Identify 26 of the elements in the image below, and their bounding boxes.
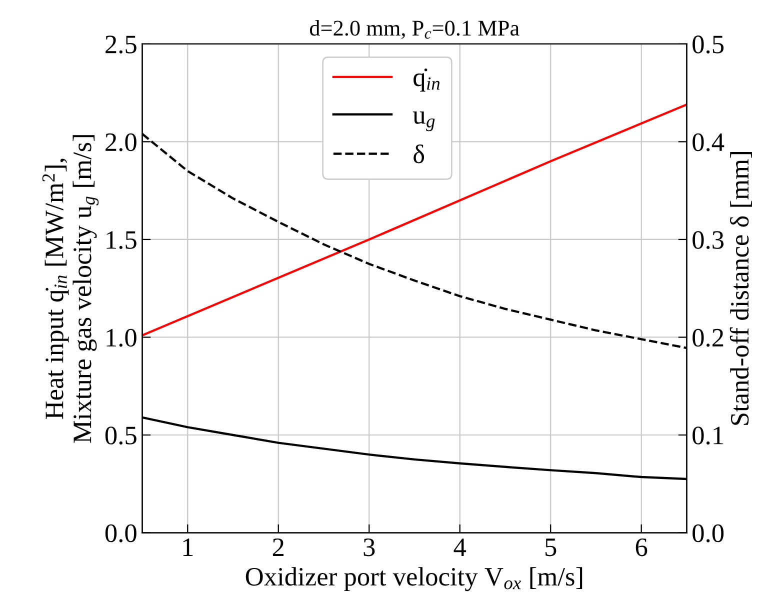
- y-tick-label: 1.0: [106, 328, 136, 347]
- text: Heat input q̇$_{in}$ [MW/m$^{2}$], Mixture gas velocity u$_{g}$ [m/s]: [42, 135, 99, 443]
- x-tick-label: 6: [636, 538, 648, 556]
- legend-label: q̇$_{in}$: [414, 68, 440, 92]
- legend-label: u$_{g}$: [412, 112, 435, 132]
- x-axis-title: Oxidizer port velocity V$_{ox}$ [m/s]: [246, 567, 582, 592]
- y-tick-label: 0.0: [105, 524, 136, 542]
- y2-tick-label: 0.3: [692, 231, 724, 250]
- chart-title: d=2.0 mm, P$_{c}$=0.1 MPa: [310, 20, 520, 39]
- y2-tick-label: 0.5: [692, 36, 724, 54]
- x-tick-label: 4: [454, 538, 466, 556]
- y-tick-label: 2.0: [106, 133, 136, 152]
- y-tick-label: 1.5: [106, 231, 136, 250]
- line-series: [142, 103, 687, 336]
- x-tick-label: 1: [183, 538, 193, 556]
- y2-tick-label: 0.2: [692, 328, 724, 347]
- legend-label: δ: [414, 144, 424, 164]
- y2-tick-label: 0.0: [692, 524, 724, 542]
- y2-tick-label: 0.1: [692, 426, 723, 445]
- x-tick-label: 2: [272, 538, 284, 556]
- y-tick-label: 2.5: [106, 36, 136, 54]
- x-tick-label: 3: [364, 538, 375, 556]
- y-tick-label: 0.5: [105, 426, 136, 445]
- x-tick-label: 5: [546, 538, 556, 556]
- y2-axis-title: Stand-off distance δ [mm]: [730, 152, 752, 425]
- y2-tick-label: 0.4: [692, 133, 724, 152]
